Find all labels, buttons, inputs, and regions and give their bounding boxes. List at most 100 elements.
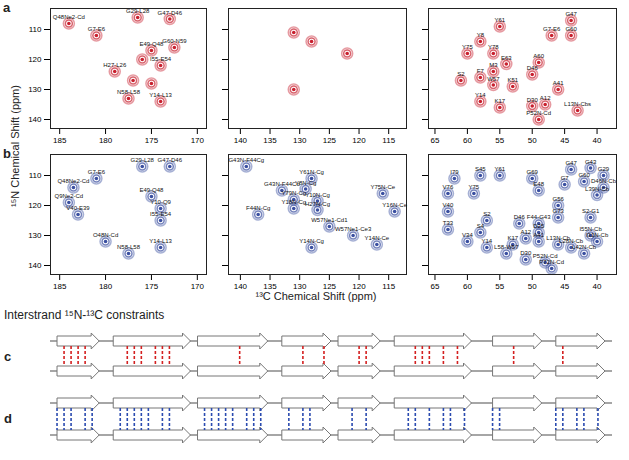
svg-text:A41: A41 [553, 80, 564, 86]
svg-text:40: 40 [593, 136, 602, 145]
svg-text:120: 120 [28, 201, 42, 210]
svg-text:55: 55 [495, 136, 504, 145]
svg-text:G47: G47 [565, 160, 577, 166]
svg-text:F7: F7 [477, 68, 485, 74]
svg-text:D46: D46 [527, 65, 539, 71]
svg-text:E48: E48 [533, 181, 544, 187]
svg-text:A12: A12 [520, 229, 531, 235]
svg-text:G29: G29 [598, 166, 610, 172]
svg-text:N58-L58: N58-L58 [117, 89, 141, 95]
svg-text:60: 60 [463, 282, 472, 291]
svg-text:L42N-Cb: L42N-Cb [572, 244, 597, 250]
svg-text:A12: A12 [540, 95, 551, 101]
svg-text:125: 125 [323, 136, 337, 145]
svg-text:50: 50 [528, 282, 537, 291]
svg-text:G60-N59: G60-N59 [162, 38, 187, 44]
svg-text:K17: K17 [494, 98, 505, 104]
svg-text:S2: S2 [483, 211, 491, 217]
svg-text:G7-E6: G7-E6 [88, 26, 106, 32]
svg-text:135: 135 [263, 136, 277, 145]
svg-text:M3: M3 [489, 62, 498, 68]
svg-text:Y61: Y61 [494, 17, 505, 23]
svg-text:W57Ne1-Ce3: W57Ne1-Ce3 [335, 226, 372, 232]
svg-text:I55-E54: I55-E54 [150, 211, 172, 217]
svg-text:N58-L58: N58-L58 [117, 244, 141, 250]
svg-text:65: 65 [431, 136, 440, 145]
svg-text:115: 115 [382, 282, 395, 291]
svg-text:45: 45 [560, 136, 569, 145]
svg-text:140: 140 [234, 282, 248, 291]
svg-text:55: 55 [495, 282, 504, 291]
svg-text:Y8: Y8 [477, 32, 485, 38]
svg-text:185: 185 [53, 136, 67, 145]
svg-text:Y75: Y75 [462, 44, 473, 50]
svg-text:Y61: Y61 [494, 166, 505, 172]
svg-text:K17: K17 [507, 235, 518, 241]
svg-text:G29-L28: G29-L28 [131, 157, 155, 163]
svg-text:F44-G43: F44-G43 [527, 214, 551, 220]
svg-text:G69: G69 [527, 169, 539, 175]
svg-text:Y14N-Cg: Y14N-Cg [299, 238, 324, 244]
svg-text:D25: D25 [533, 223, 545, 229]
svg-text:G43: G43 [585, 159, 597, 165]
svg-text:G60: G60 [578, 172, 590, 178]
svg-text:G56: G56 [552, 196, 564, 202]
svg-text:Q48Ne2-Cd: Q48Ne2-Cd [57, 178, 89, 184]
svg-text:Interstrand ¹⁵N-¹³C constraint: Interstrand ¹⁵N-¹³C constraints [4, 308, 164, 322]
svg-text:W57Ne1-Cd1: W57Ne1-Cd1 [311, 217, 348, 223]
svg-text:F44N-Cg: F44N-Cg [246, 205, 270, 211]
svg-text:125: 125 [323, 282, 337, 291]
svg-text:H27-L26: H27-L26 [103, 62, 127, 68]
svg-text:170: 170 [191, 282, 205, 291]
svg-text:K51: K51 [507, 77, 518, 83]
svg-text:Y16N-Ce: Y16N-Ce [382, 202, 407, 208]
svg-text:E63: E63 [501, 55, 512, 61]
svg-text:D46N-Cb: D46N-Cb [591, 178, 617, 184]
svg-text:W57: W57 [487, 76, 500, 82]
svg-text:Y14-L13: Y14-L13 [149, 238, 172, 244]
svg-text:Y14: Y14 [475, 92, 486, 98]
svg-text:E49-Q48: E49-Q48 [139, 187, 164, 193]
svg-text:I79: I79 [450, 169, 459, 175]
svg-text:Y8N-Cg: Y8N-Cg [295, 180, 316, 186]
svg-text:d: d [4, 411, 12, 426]
svg-text:170: 170 [191, 136, 205, 145]
svg-text:A60: A60 [533, 53, 544, 59]
svg-text:D30: D30 [527, 97, 539, 103]
svg-text:Y75: Y75 [469, 184, 480, 190]
svg-text:110: 110 [29, 25, 42, 34]
svg-text:130: 130 [293, 136, 307, 145]
svg-text:G47-D46: G47-D46 [158, 10, 183, 16]
svg-text:Y79N-Cg: Y79N-Cg [281, 190, 306, 196]
svg-text:S2-G1: S2-G1 [582, 208, 600, 214]
svg-text:130: 130 [28, 85, 42, 94]
svg-text:G73: G73 [552, 208, 564, 214]
svg-text:110: 110 [29, 171, 42, 180]
svg-text:175: 175 [145, 282, 159, 291]
svg-text:L13N-Cbs: L13N-Cbs [564, 101, 591, 107]
svg-text:60: 60 [463, 136, 472, 145]
svg-text:L58-W57: L58-W57 [494, 244, 519, 250]
svg-text:Q9Ne2-Cd: Q9Ne2-Cd [55, 193, 84, 199]
svg-text:Y14-L13: Y14-L13 [149, 92, 172, 98]
svg-text:50: 50 [528, 136, 537, 145]
svg-text:Y14N-Ce: Y14N-Ce [364, 235, 389, 241]
svg-text:S45: S45 [475, 166, 486, 172]
svg-text:V40-E39: V40-E39 [66, 205, 90, 211]
svg-text:G43N-F44Cg: G43N-F44Cg [228, 157, 264, 163]
svg-text:G60: G60 [565, 26, 577, 32]
svg-text:I55-E54: I55-E54 [150, 56, 172, 62]
svg-text:I31N-Cb: I31N-Cb [586, 232, 609, 238]
svg-text:V40: V40 [443, 202, 454, 208]
svg-text:180: 180 [99, 136, 113, 145]
svg-text:40: 40 [593, 282, 602, 291]
svg-text:D46: D46 [514, 214, 526, 220]
svg-text:c: c [4, 349, 11, 364]
svg-text:140: 140 [234, 136, 248, 145]
svg-text:G7-E6: G7-E6 [88, 169, 106, 175]
svg-text:Q48Ne2-Cd: Q48Ne2-Cd [53, 14, 85, 20]
svg-text:T33: T33 [443, 220, 454, 226]
svg-text:120: 120 [28, 55, 42, 64]
svg-text:120: 120 [352, 136, 366, 145]
svg-text:115: 115 [382, 136, 395, 145]
